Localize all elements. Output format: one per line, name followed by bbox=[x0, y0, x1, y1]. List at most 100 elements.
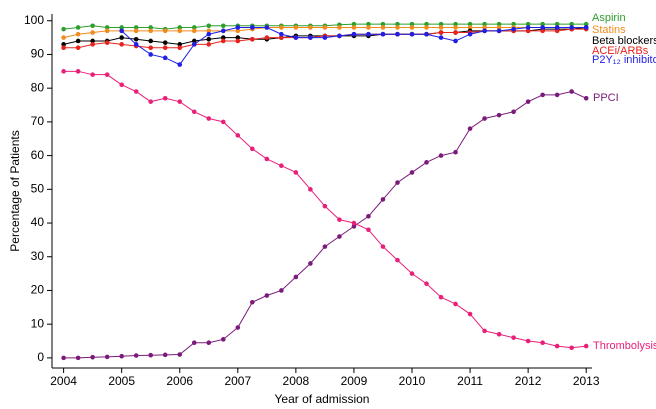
data-point bbox=[119, 42, 124, 47]
data-point bbox=[264, 35, 270, 40]
data-point bbox=[525, 25, 531, 30]
data-point bbox=[409, 21, 415, 27]
data-point bbox=[235, 38, 241, 44]
data-point bbox=[119, 82, 124, 88]
data-point bbox=[119, 28, 124, 34]
data-point bbox=[90, 23, 95, 29]
data-point bbox=[75, 38, 81, 44]
data-point bbox=[554, 343, 560, 349]
data-point bbox=[453, 25, 458, 30]
data-point bbox=[104, 72, 110, 77]
data-point bbox=[496, 21, 502, 27]
y-tick-label: 60 bbox=[31, 148, 45, 162]
data-point bbox=[453, 149, 458, 155]
data-point bbox=[177, 28, 183, 34]
data-point bbox=[104, 28, 110, 34]
data-point bbox=[235, 35, 241, 40]
data-point bbox=[554, 92, 560, 98]
y-axis-title: Percentage of Patients bbox=[8, 130, 22, 251]
data-point bbox=[511, 109, 516, 115]
x-tick-label: 2011 bbox=[457, 374, 483, 388]
data-point bbox=[279, 163, 284, 169]
data-point bbox=[162, 95, 168, 101]
data-point bbox=[540, 340, 545, 346]
data-point bbox=[482, 25, 487, 30]
data-point bbox=[322, 25, 328, 30]
data-point bbox=[75, 25, 81, 30]
data-point bbox=[220, 119, 226, 125]
data-point bbox=[148, 25, 154, 30]
data-point bbox=[583, 25, 589, 30]
data-point bbox=[90, 354, 95, 360]
data-point bbox=[322, 203, 328, 209]
data-point bbox=[540, 92, 545, 98]
data-point bbox=[337, 217, 342, 222]
y-tick-label: 100 bbox=[24, 13, 44, 27]
data-point bbox=[366, 25, 371, 30]
data-point bbox=[133, 353, 139, 358]
series-label: Statins bbox=[592, 24, 626, 36]
data-point bbox=[366, 213, 371, 219]
data-point bbox=[525, 21, 531, 27]
data-point bbox=[467, 21, 473, 27]
data-point bbox=[293, 25, 299, 30]
data-point bbox=[409, 170, 415, 175]
x-tick-label: 2008 bbox=[283, 374, 310, 388]
data-point bbox=[162, 45, 168, 51]
y-tick-label: 80 bbox=[31, 80, 45, 94]
data-point bbox=[191, 25, 197, 30]
data-point bbox=[337, 33, 342, 39]
data-point bbox=[235, 25, 241, 30]
data-point bbox=[424, 160, 429, 165]
data-point bbox=[220, 38, 226, 44]
data-point bbox=[133, 89, 139, 94]
y-tick-label: 30 bbox=[31, 249, 45, 263]
data-point bbox=[409, 271, 415, 276]
data-point bbox=[119, 25, 124, 30]
data-point bbox=[438, 30, 444, 35]
data-point bbox=[496, 112, 502, 118]
data-point bbox=[438, 35, 444, 40]
data-point bbox=[424, 281, 429, 287]
data-point bbox=[467, 126, 473, 131]
data-point bbox=[569, 25, 574, 30]
data-point bbox=[424, 25, 429, 30]
data-point bbox=[177, 25, 183, 30]
data-point bbox=[279, 35, 284, 40]
data-point bbox=[177, 42, 183, 47]
y-tick-label: 50 bbox=[31, 181, 45, 195]
x-tick-label: 2007 bbox=[224, 374, 251, 388]
data-point bbox=[61, 355, 66, 361]
data-point bbox=[250, 299, 255, 305]
data-point bbox=[583, 343, 589, 349]
x-tick-label: 2009 bbox=[341, 374, 368, 388]
data-point bbox=[409, 31, 415, 37]
data-point bbox=[467, 25, 473, 30]
data-point bbox=[133, 36, 139, 42]
data-point bbox=[162, 352, 168, 358]
x-tick-label: 2004 bbox=[50, 374, 77, 388]
data-point bbox=[540, 28, 545, 34]
data-point bbox=[395, 31, 400, 37]
x-tick-label: 2012 bbox=[515, 374, 542, 388]
data-point bbox=[380, 21, 386, 27]
data-point bbox=[148, 45, 154, 51]
data-point bbox=[90, 42, 95, 47]
data-point bbox=[250, 36, 255, 42]
data-point bbox=[235, 133, 241, 138]
data-point bbox=[279, 288, 284, 293]
data-point bbox=[438, 25, 444, 30]
data-point bbox=[424, 31, 429, 37]
y-tick-label: 90 bbox=[31, 47, 45, 61]
data-point bbox=[511, 26, 516, 32]
data-point bbox=[235, 325, 241, 330]
data-point bbox=[482, 116, 487, 121]
y-tick-label: 10 bbox=[31, 316, 45, 330]
data-point bbox=[569, 345, 574, 351]
data-point bbox=[61, 69, 66, 74]
data-point bbox=[308, 261, 313, 266]
data-point bbox=[293, 35, 299, 40]
data-point bbox=[293, 274, 299, 280]
x-tick-label: 2013 bbox=[573, 374, 600, 388]
data-point bbox=[250, 25, 255, 30]
